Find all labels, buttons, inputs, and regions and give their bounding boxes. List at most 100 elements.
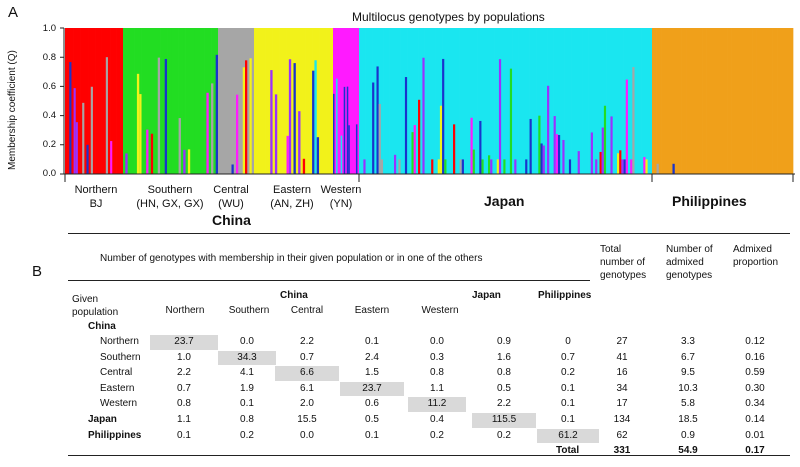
table-cell: 2.2	[497, 398, 511, 410]
genotype-bar	[383, 28, 386, 174]
genotype-bar	[132, 28, 135, 174]
pop-label-central: Central (WU)	[213, 184, 249, 210]
genotype-bar-admix	[302, 158, 306, 174]
genotype-bar-admix	[73, 88, 77, 174]
table-cell: 0.2	[561, 367, 575, 379]
genotype-bar	[573, 28, 576, 174]
genotype-bar-admix	[231, 164, 235, 174]
genotype-bar	[220, 28, 223, 174]
genotype-bar	[380, 28, 384, 174]
genotype-bar	[123, 28, 126, 174]
genotype-bar	[665, 28, 669, 174]
pop-label-philippines: Philippines	[672, 193, 747, 209]
group-separator-ticks	[64, 174, 794, 182]
genotype-bar	[222, 28, 226, 174]
genotype-bar	[514, 28, 517, 174]
genotype-bar	[229, 28, 232, 174]
genotype-bar	[724, 28, 728, 174]
diagonal-highlight	[472, 413, 536, 428]
genotype-bar	[571, 28, 574, 174]
genotype-bar	[204, 28, 207, 174]
genotype-bar	[617, 28, 620, 174]
genotype-bar	[101, 28, 105, 174]
genotype-bar	[715, 28, 719, 174]
genotype-bar-admix	[621, 159, 624, 174]
genotype-bar-admix	[125, 153, 128, 174]
genotype-bar	[178, 28, 182, 174]
genotype-bar	[621, 28, 624, 174]
admixed-cell: 10.3	[678, 382, 698, 394]
genotype-bar	[568, 28, 572, 174]
genotype-bar	[114, 28, 117, 174]
genotype-bar-admix	[479, 120, 482, 174]
genotype-bar	[71, 28, 74, 174]
genotype-bar-admix	[540, 143, 544, 174]
pop-label-southern: Southern (HN, GX, GX)	[136, 184, 204, 210]
genotype-bar	[363, 28, 366, 174]
row-label: Northern	[100, 336, 139, 347]
panel-a-letter: A	[8, 4, 19, 21]
genotype-bar	[150, 28, 154, 174]
table-cell: 4.1	[240, 367, 254, 379]
genotype-bar	[334, 28, 337, 174]
genotype-bar	[634, 28, 638, 174]
genotype-bar-admix	[437, 159, 441, 174]
genotype-bar	[281, 28, 285, 174]
genotype-bar	[378, 28, 382, 174]
row-label: Western	[100, 398, 138, 410]
genotype-bar-admix	[82, 102, 85, 174]
genotype-bar	[485, 28, 489, 174]
genotype-bar-admix	[643, 156, 646, 174]
genotype-bar	[733, 28, 737, 174]
genotype-bar	[533, 28, 537, 174]
genotype-bar-admix	[645, 159, 648, 174]
genotype-bar-admix	[293, 63, 297, 174]
genotype-bar	[749, 28, 753, 174]
genotype-bar	[251, 28, 255, 174]
genotype-bar	[674, 28, 678, 174]
genotype-bar	[448, 28, 452, 174]
genotype-bar	[190, 28, 193, 174]
genotype-bar	[428, 28, 432, 174]
genotype-bar	[601, 28, 605, 174]
genotype-bar	[326, 28, 329, 174]
genotype-bar	[254, 28, 257, 174]
genotype-bar	[125, 28, 128, 174]
genotype-bar-admix	[288, 59, 292, 174]
genotype-bar	[459, 28, 463, 174]
y-tick-label: 0.6	[42, 81, 56, 92]
row-label: Southern	[100, 351, 141, 363]
pop-label-northern: Northern BJ	[74, 184, 118, 210]
genotype-bar	[590, 28, 594, 174]
genotype-bar	[494, 28, 498, 174]
genotype-bar	[240, 28, 244, 174]
table-cell: 0.5	[365, 414, 379, 425]
genotype-bar-admix	[336, 78, 338, 174]
panel-b-letter: B	[32, 263, 43, 280]
admixed-cell: 5.8	[681, 398, 695, 410]
genotype-bar	[435, 28, 439, 174]
genotype-bar	[690, 28, 694, 174]
diagonal-highlight	[340, 381, 404, 397]
genotype-bar	[167, 28, 170, 174]
genotype-bar-admix	[105, 57, 109, 174]
genotype-bar-admix	[553, 116, 557, 174]
genotype-bar	[470, 28, 474, 174]
genotype-bar-admix	[286, 135, 290, 174]
genotype-bar	[110, 28, 113, 174]
table-cell: 61.2	[558, 429, 578, 441]
genotype-bar-admix	[398, 159, 401, 174]
genotype-bar	[531, 28, 535, 174]
genotype-bar	[309, 28, 313, 174]
genotype-bar-admix	[490, 159, 493, 174]
genotype-bar	[231, 28, 235, 174]
genotype-bar-admix	[603, 105, 607, 174]
genotype-bar	[708, 28, 712, 174]
genotype-bar	[134, 28, 138, 174]
genotype-bar	[645, 28, 648, 174]
genotype-bar	[95, 28, 98, 174]
genotype-bar-admix	[590, 132, 594, 174]
philippines-header: Philippines	[538, 290, 592, 301]
table-bottom-rule	[68, 455, 790, 456]
genotype-bar-admix	[346, 86, 349, 174]
